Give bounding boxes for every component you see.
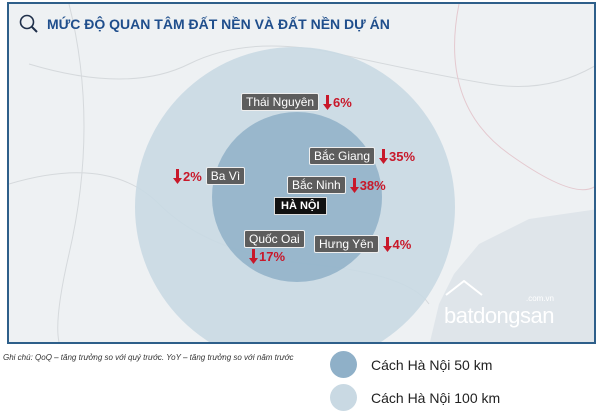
location-label-ba-vi: Ba Vì bbox=[205, 167, 246, 185]
location-label-hung-yen: Hưng Yên bbox=[314, 235, 379, 253]
house-icon bbox=[445, 280, 483, 296]
legend-swatch bbox=[330, 384, 357, 411]
change-bac-giang: 35% bbox=[379, 148, 415, 164]
location-bac-ninh: Bắc Ninh 38% bbox=[287, 176, 386, 194]
logo-brand: batdongsan bbox=[444, 303, 555, 328]
legend-label: Cách Hà Nội 100 km bbox=[371, 389, 501, 406]
location-label-bac-giang: Bắc Giang bbox=[309, 147, 376, 165]
down-arrow-icon bbox=[349, 177, 359, 193]
search-icon bbox=[19, 14, 38, 33]
location-label-thai-nguyen: Thái Nguyên bbox=[241, 93, 320, 111]
location-label-quoc-oai: Quốc Oai bbox=[244, 230, 305, 248]
location-ba-vi: 2% Ba Vì bbox=[173, 167, 246, 185]
change-thai-nguyen: 6% bbox=[323, 94, 352, 110]
map-panel: MỨC ĐỘ QUAN TÂM ĐẤT NỀN VÀ ĐẤT NỀN DỰ ÁN… bbox=[7, 2, 596, 344]
down-arrow-icon bbox=[249, 249, 258, 264]
change-quoc-oai: 17% bbox=[249, 249, 285, 264]
down-arrow-icon bbox=[382, 236, 392, 252]
legend-swatch bbox=[330, 351, 357, 378]
title-text: MỨC ĐỘ QUAN TÂM ĐẤT NỀN VÀ ĐẤT NỀN DỰ ÁN bbox=[47, 16, 390, 32]
down-arrow-icon bbox=[173, 168, 182, 184]
sea-area bbox=[429, 209, 594, 342]
footnote: Ghi chú: QoQ – tăng trưởng so với quý tr… bbox=[3, 353, 294, 362]
change-hung-yen: 4% bbox=[382, 236, 411, 252]
logo-suffix: .com.vn bbox=[525, 294, 554, 303]
down-arrow-icon bbox=[323, 94, 333, 110]
change-bac-ninh: 38% bbox=[349, 177, 386, 193]
location-label-bac-ninh: Bắc Ninh bbox=[287, 176, 346, 194]
location-bac-giang: Bắc Giang 35% bbox=[309, 147, 415, 165]
down-arrow-icon bbox=[379, 148, 389, 164]
location-hung-yen: Hưng Yên 4% bbox=[314, 235, 411, 253]
change-ba-vi: 2% bbox=[173, 168, 202, 184]
legend-label: Cách Hà Nội 50 km bbox=[371, 356, 493, 373]
legend-100km: Cách Hà Nội 100 km bbox=[330, 384, 500, 411]
location-label-quoc-oai-wrap: Quốc Oai bbox=[244, 230, 305, 248]
center-label-ha-noi: HÀ NỘI bbox=[274, 197, 327, 215]
location-thai-nguyen: Thái Nguyên 6% bbox=[241, 93, 352, 111]
batdongsan-logo: .com.vn batdongsan bbox=[444, 280, 555, 328]
map-title: MỨC ĐỘ QUAN TÂM ĐẤT NỀN VÀ ĐẤT NỀN DỰ ÁN bbox=[19, 14, 390, 34]
legend-50km: Cách Hà Nội 50 km bbox=[330, 351, 492, 378]
